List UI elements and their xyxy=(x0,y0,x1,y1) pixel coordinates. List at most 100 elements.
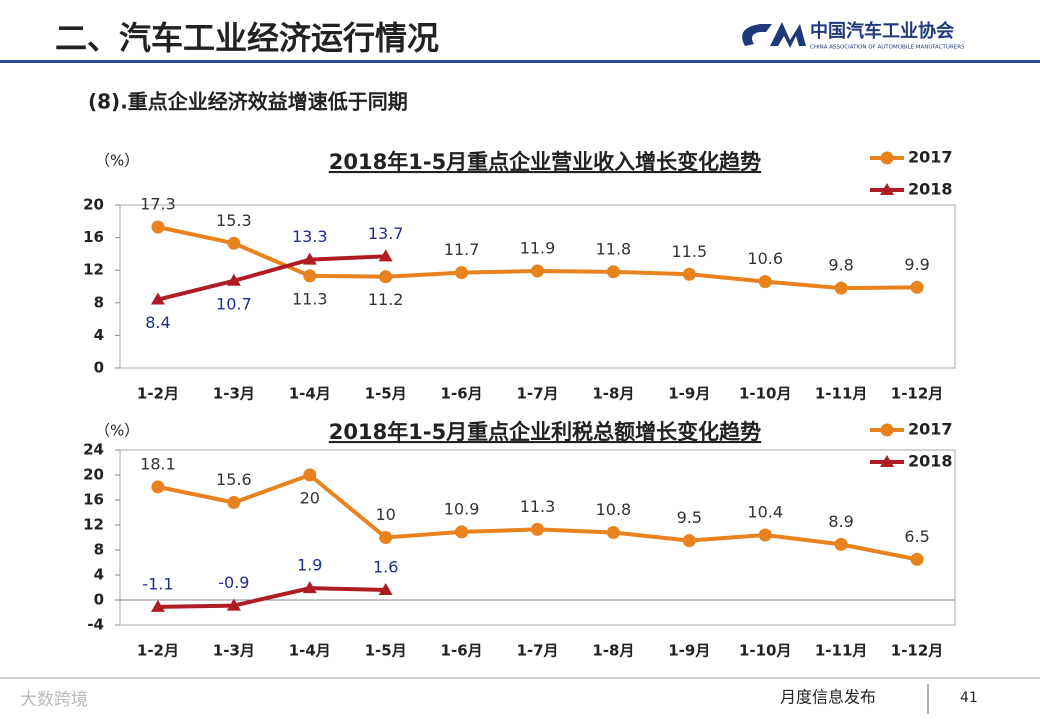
point xyxy=(379,531,393,544)
y-tick-label: 4 xyxy=(94,566,104,584)
subtitle: (8).重点企业经济效益增速低于同期 xyxy=(88,90,408,114)
point xyxy=(606,526,620,539)
y-tick-label: -4 xyxy=(87,616,104,634)
point xyxy=(758,528,772,542)
point xyxy=(531,522,544,536)
point xyxy=(303,468,317,482)
point xyxy=(834,281,848,295)
data-label: 10 xyxy=(376,505,396,524)
data-label: 11.3 xyxy=(292,289,328,308)
legend-label: 2017 xyxy=(908,148,953,167)
watermark: 大数跨境 xyxy=(20,690,88,710)
plot-frame xyxy=(119,449,956,626)
data-label: 17.3 xyxy=(140,195,176,214)
point xyxy=(227,236,241,250)
x-tick-label: 1-6月 xyxy=(441,385,483,403)
page-number: 41 xyxy=(960,690,978,706)
x-tick-label: 1-11月 xyxy=(815,642,868,660)
data-label: 9.9 xyxy=(904,255,929,274)
data-label: 11.8 xyxy=(596,239,632,258)
data-label: 10.9 xyxy=(444,499,480,518)
data-label: 11.9 xyxy=(520,239,556,258)
data-label: 8.4 xyxy=(145,313,170,332)
x-tick-label: 1-5月 xyxy=(365,642,407,660)
x-tick-label: 1-5月 xyxy=(365,385,407,403)
data-label: 11.2 xyxy=(368,290,404,309)
point xyxy=(880,151,894,165)
point xyxy=(226,598,241,611)
point xyxy=(910,280,924,294)
plot-frame xyxy=(119,204,956,369)
x-tick-label: 1-3月 xyxy=(213,642,255,660)
data-label: 15.6 xyxy=(216,470,252,489)
x-tick-label: 1-12月 xyxy=(891,642,944,660)
series-line xyxy=(157,254,386,302)
point xyxy=(151,480,165,494)
x-tick-label: 1-12月 xyxy=(891,385,944,403)
y-tick-label: 0 xyxy=(94,359,104,377)
data-label: 10.8 xyxy=(596,500,632,519)
y-unit: （%） xyxy=(95,422,139,440)
point xyxy=(150,599,165,612)
x-tick-label: 1-9月 xyxy=(668,385,710,403)
y-unit: （%） xyxy=(95,152,139,170)
x-tick-label: 1-10月 xyxy=(739,642,792,660)
logo-cn: 中国汽车工业协会 xyxy=(810,20,954,42)
chart-title: 2018年1-5月重点企业营业收入增长变化趋势 xyxy=(329,150,761,174)
x-tick-label: 1-9月 xyxy=(668,642,710,660)
data-label: 13.7 xyxy=(368,224,404,243)
point xyxy=(151,220,165,234)
data-label: 18.1 xyxy=(140,454,176,473)
data-label: 20 xyxy=(300,489,320,508)
point xyxy=(150,292,165,305)
x-tick-label: 1-4月 xyxy=(289,642,331,660)
data-label: 11.7 xyxy=(444,240,480,259)
logo-en: CHINA ASSOCIATION OF AUTOMOBILE MANUFACT… xyxy=(810,45,965,51)
point xyxy=(455,525,469,539)
point xyxy=(379,270,393,284)
y-tick-label: 16 xyxy=(83,228,104,246)
point xyxy=(302,581,317,594)
x-tick-label: 1-10月 xyxy=(739,385,792,403)
legend-label: 2018 xyxy=(908,452,953,471)
y-tick-label: 8 xyxy=(94,541,104,559)
x-tick-label: 1-3月 xyxy=(213,385,255,403)
x-tick-label: 1-7月 xyxy=(516,642,558,660)
data-label: 10.7 xyxy=(216,294,252,313)
y-tick-label: 0 xyxy=(94,591,104,609)
point xyxy=(378,583,393,595)
point xyxy=(378,249,393,262)
data-label: 8.9 xyxy=(828,512,853,531)
x-tick-label: 1-4月 xyxy=(289,385,331,403)
point xyxy=(227,496,241,509)
point xyxy=(834,537,848,551)
data-label: 13.3 xyxy=(292,227,328,246)
point xyxy=(455,266,469,280)
x-tick-label: 1-11月 xyxy=(815,385,868,403)
point xyxy=(302,252,317,265)
data-label: 9.8 xyxy=(828,256,853,275)
point xyxy=(682,534,696,548)
data-label: 10.6 xyxy=(747,249,783,268)
y-tick-label: 20 xyxy=(83,196,104,214)
footer-text: 月度信息发布 xyxy=(780,688,876,707)
logo-mark xyxy=(742,22,806,48)
y-tick-label: 20 xyxy=(83,466,104,484)
chart-title: 2018年1-5月重点企业利税总额增长变化趋势 xyxy=(329,420,761,444)
data-label: 11.5 xyxy=(672,242,708,261)
data-label: 1.6 xyxy=(373,558,398,577)
x-tick-label: 1-6月 xyxy=(441,642,483,660)
legend-label: 2017 xyxy=(908,420,953,439)
point xyxy=(910,552,924,566)
y-tick-label: 12 xyxy=(83,261,104,279)
point xyxy=(880,183,894,195)
point xyxy=(682,267,696,281)
data-label: 11.3 xyxy=(520,497,556,516)
y-tick-label: 16 xyxy=(83,491,104,509)
slide-title: 二、汽车工业经济运行情况 xyxy=(55,19,439,57)
point xyxy=(303,269,317,283)
series-line xyxy=(157,586,386,609)
data-label: 1.9 xyxy=(297,556,322,575)
x-tick-label: 1-7月 xyxy=(516,385,558,403)
